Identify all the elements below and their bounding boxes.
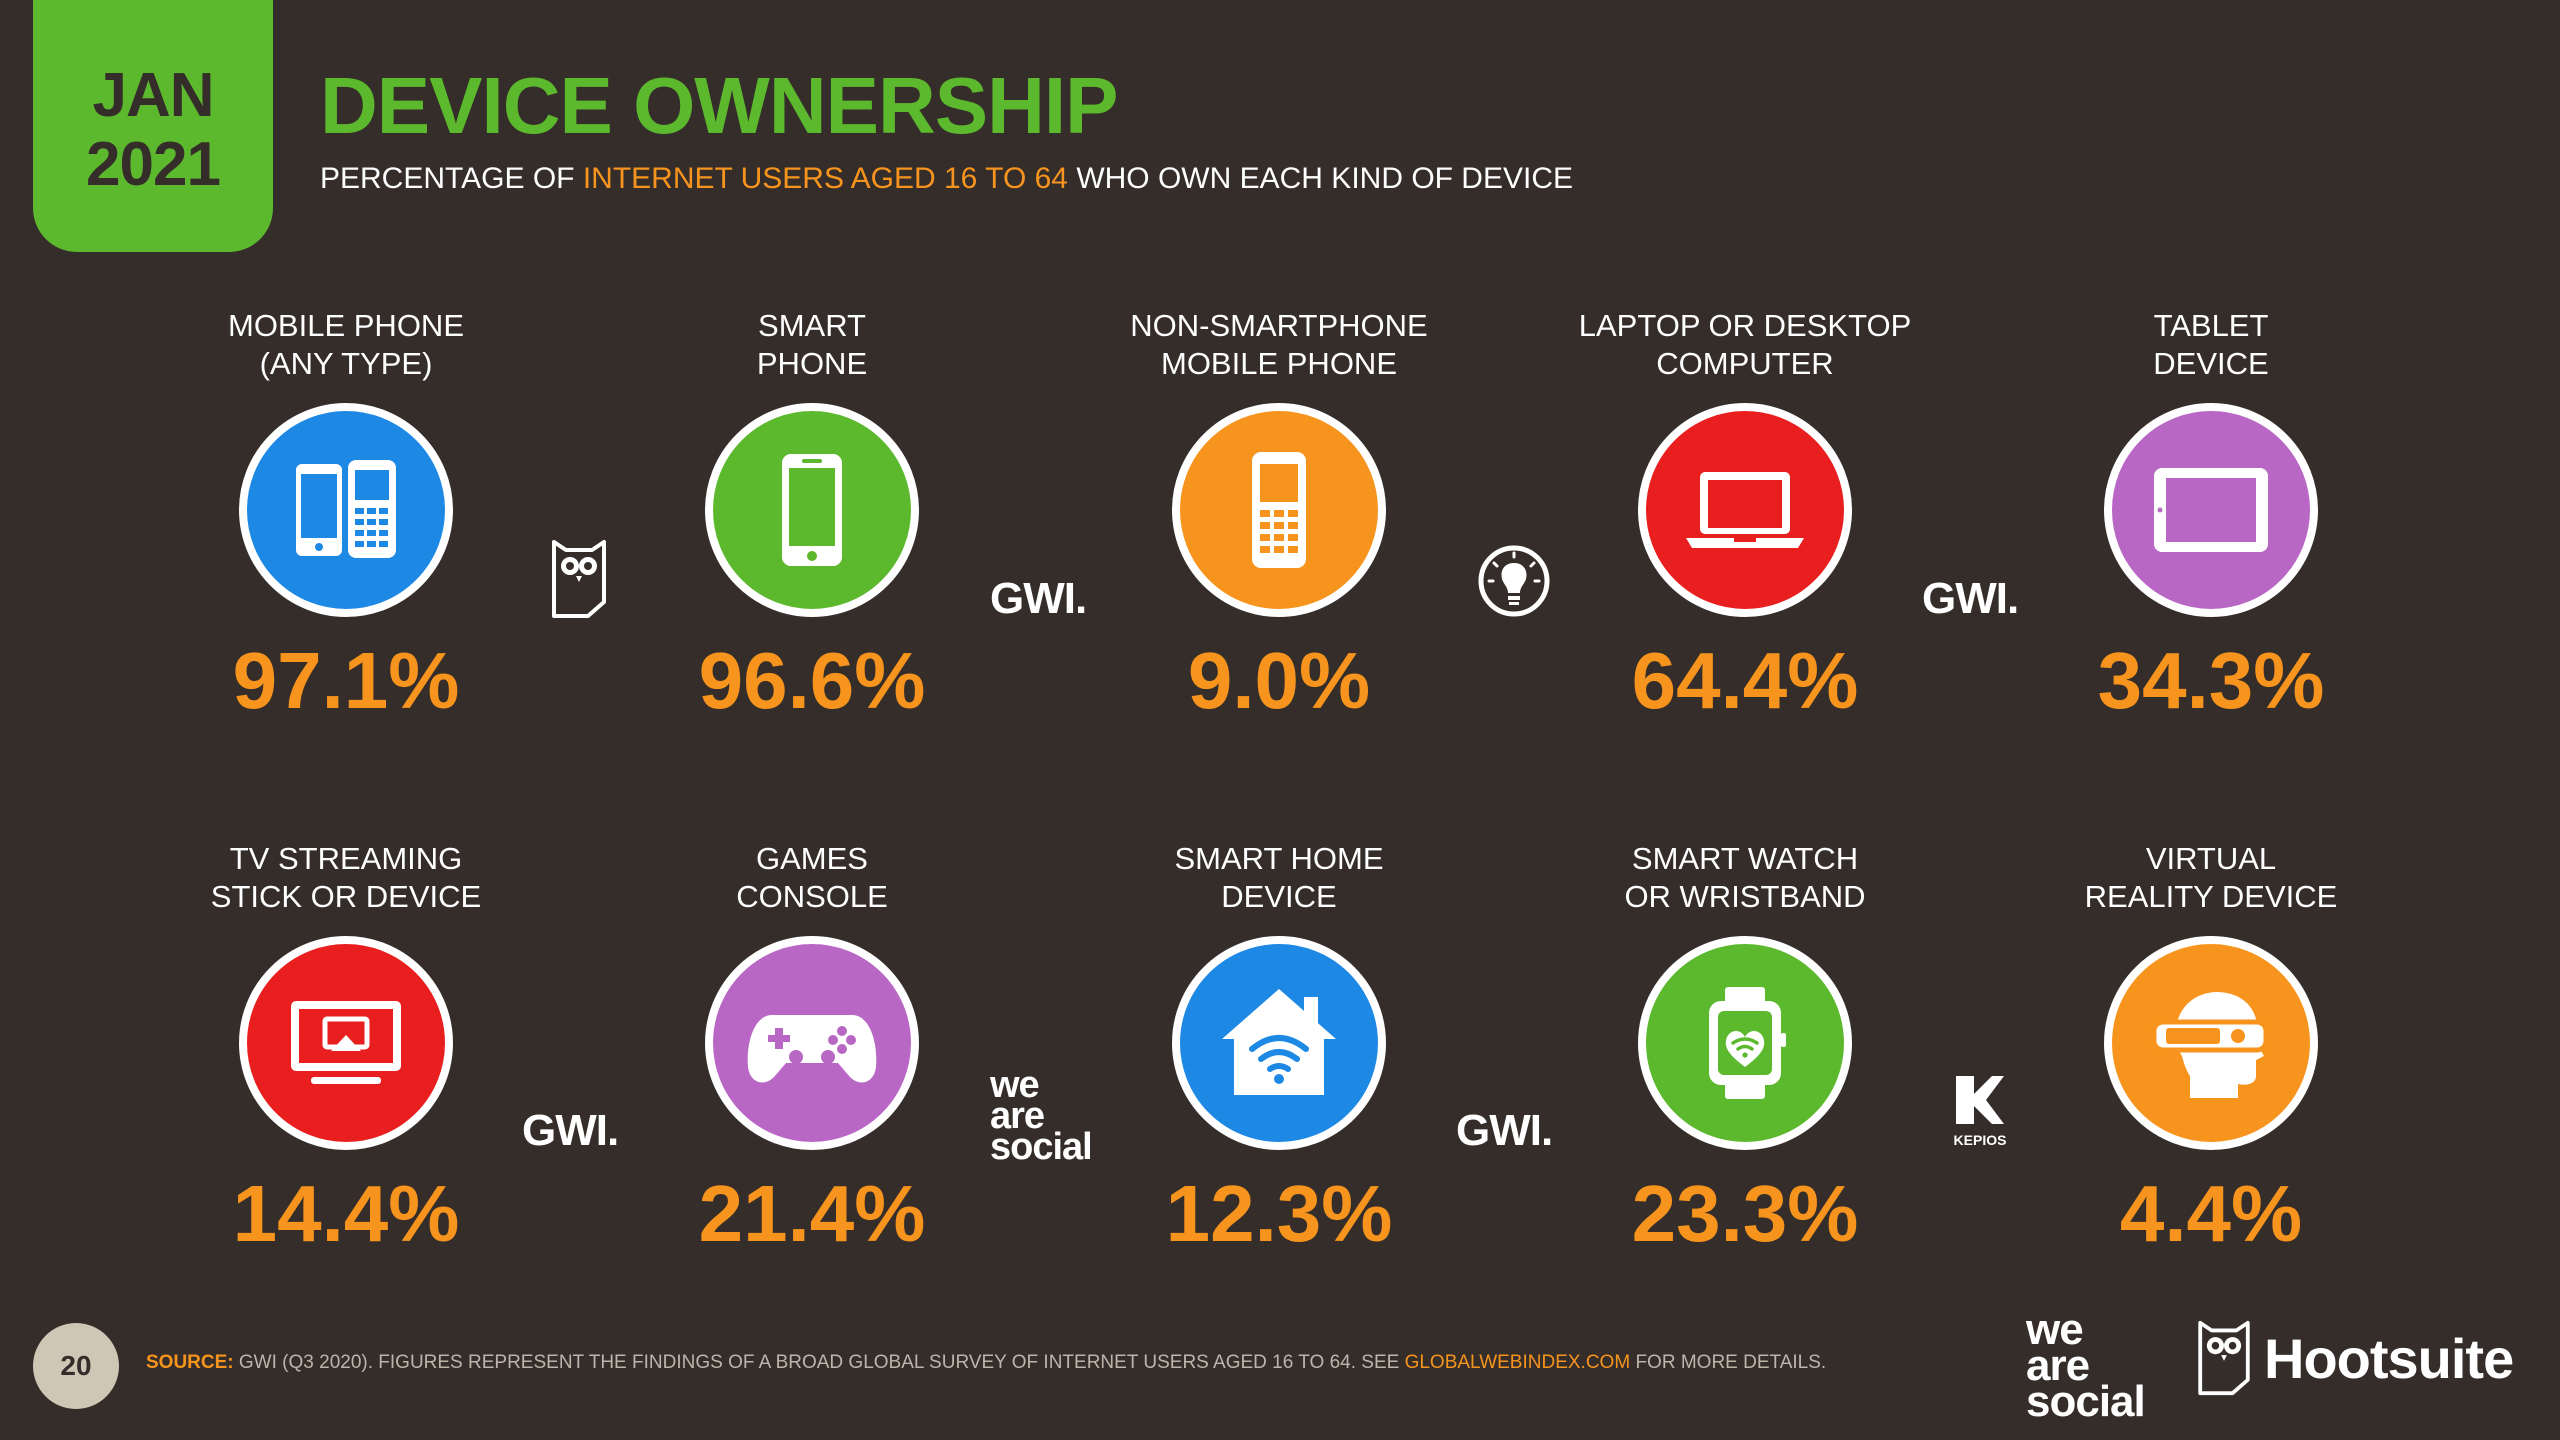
device-label-line2: DEVICE bbox=[2153, 346, 2269, 381]
date-month: JAN bbox=[92, 60, 214, 130]
hootsuite-logo: Hootsuite bbox=[2196, 1318, 2514, 1398]
device-label-line1: TV STREAMING bbox=[229, 841, 463, 876]
source-label: SOURCE: bbox=[146, 1352, 234, 1373]
device-card-vr-device: VIRTUAL REALITY DEVICE 4.4% bbox=[1978, 840, 2444, 1254]
device-value: 96.6% bbox=[698, 636, 926, 725]
device-value: 97.1% bbox=[232, 636, 460, 725]
we-are-social-logo: we are social bbox=[990, 1064, 1093, 1169]
vr-headset-icon bbox=[2104, 936, 2318, 1150]
gwi-logo: GWI. bbox=[990, 574, 1087, 623]
device-label-line1: VIRTUAL bbox=[2145, 841, 2277, 876]
laptop-icon bbox=[1638, 403, 1852, 617]
device-card-smart-watch: SMART WATCH OR WRISTBAND 23.3% bbox=[1512, 840, 1978, 1254]
device-label-line1: SMART WATCH bbox=[1631, 841, 1859, 876]
subtitle-post: WHO OWN EACH KIND OF DEVICE bbox=[1067, 162, 1574, 195]
smartwatch-icon bbox=[1638, 936, 1852, 1150]
page-title: DEVICE OWNERSHIP bbox=[320, 61, 1118, 150]
device-card-tv-streaming: TV STREAMING STICK OR DEVICE 14.4% bbox=[113, 840, 579, 1254]
device-value: 23.3% bbox=[1631, 1169, 1859, 1258]
hootsuite-owl-logo bbox=[550, 538, 608, 625]
device-label-line2: (ANY TYPE) bbox=[259, 346, 433, 381]
device-label-line2: COMPUTER bbox=[1656, 346, 1834, 381]
gamepad-icon bbox=[705, 936, 919, 1150]
device-label-line1: MOBILE PHONE bbox=[228, 308, 464, 343]
device-label-line2: REALITY DEVICE bbox=[2084, 879, 2338, 914]
device-card-laptop: LAPTOP OR DESKTOP COMPUTER 64.4% bbox=[1512, 307, 1978, 721]
source-tail: FOR MORE DETAILS. bbox=[1630, 1352, 1827, 1373]
lightbulb-logo bbox=[1476, 543, 1552, 624]
tablet-icon bbox=[2104, 403, 2318, 617]
source-note: SOURCE: GWI (Q3 2020). FIGURES REPRESENT… bbox=[146, 1352, 1826, 1374]
device-card-non-smartphone: NON-SMARTPHONE MOBILE PHONE 9.0% bbox=[1046, 307, 1512, 721]
gwi-logo: GWI. bbox=[522, 1106, 619, 1155]
mobile-phones-icon bbox=[239, 403, 453, 617]
device-label-line1: GAMES bbox=[756, 841, 868, 876]
device-card-tablet: TABLET DEVICE 34.3% bbox=[1978, 307, 2444, 721]
device-label-line2: OR WRISTBAND bbox=[1624, 879, 1866, 914]
device-label-line1: LAPTOP OR DESKTOP bbox=[1578, 308, 1912, 343]
kepios-logo: KEPIOS bbox=[1950, 1072, 2010, 1147]
device-value: 21.4% bbox=[698, 1169, 926, 1258]
device-card-mobile-phone: MOBILE PHONE (ANY TYPE) 97.1% bbox=[113, 307, 579, 721]
device-value: 9.0% bbox=[1187, 636, 1371, 725]
we-are-social-footer-logo: we are social bbox=[2026, 1305, 2146, 1427]
subtitle-pre: PERCENTAGE OF bbox=[320, 162, 583, 195]
date-year: 2021 bbox=[86, 130, 221, 199]
page-subtitle: PERCENTAGE OF INTERNET USERS AGED 16 TO … bbox=[320, 162, 1573, 196]
device-label-line1: TABLET bbox=[2153, 308, 2269, 343]
device-label-line2: MOBILE PHONE bbox=[1161, 346, 1397, 381]
device-label-line2: PHONE bbox=[756, 346, 868, 381]
smart-home-icon bbox=[1172, 936, 1386, 1150]
page-number: 20 bbox=[33, 1323, 119, 1409]
source-text: GWI (Q3 2020). FIGURES REPRESENT THE FIN… bbox=[233, 1352, 1405, 1373]
device-label-line1: SMART bbox=[758, 308, 866, 343]
device-label-line2: STICK OR DEVICE bbox=[210, 879, 482, 914]
smartphone-icon bbox=[705, 403, 919, 617]
device-value: 64.4% bbox=[1631, 636, 1859, 725]
device-label-line2: DEVICE bbox=[1221, 879, 1337, 914]
device-card-smartphone: SMART PHONE 96.6% bbox=[579, 307, 1045, 721]
device-card-smart-home: SMART HOME DEVICE 12.3% bbox=[1046, 840, 1512, 1254]
hootsuite-wordmark: Hootsuite bbox=[2264, 1326, 2514, 1390]
gwi-logo: GWI. bbox=[1456, 1106, 1553, 1155]
device-value: 14.4% bbox=[232, 1169, 460, 1258]
device-label-line1: NON-SMARTPHONE bbox=[1130, 308, 1428, 343]
feature-phone-icon bbox=[1172, 403, 1386, 617]
device-card-games-console: GAMES CONSOLE 21.4% bbox=[579, 840, 1045, 1254]
owl-icon bbox=[2198, 1320, 2250, 1396]
source-link[interactable]: GLOBALWEBINDEX.COM bbox=[1404, 1352, 1631, 1373]
device-label-line2: CONSOLE bbox=[736, 879, 888, 914]
device-value: 4.4% bbox=[2119, 1169, 2303, 1258]
date-tab: JAN 2021 bbox=[33, 0, 273, 252]
subtitle-highlight: INTERNET USERS AGED 16 TO 64 bbox=[582, 162, 1068, 195]
device-value: 12.3% bbox=[1165, 1169, 1393, 1258]
gwi-logo: GWI. bbox=[1922, 574, 2019, 623]
tv-streaming-icon bbox=[239, 936, 453, 1150]
device-value: 34.3% bbox=[2097, 636, 2325, 725]
device-label-line1: SMART HOME bbox=[1174, 841, 1384, 876]
